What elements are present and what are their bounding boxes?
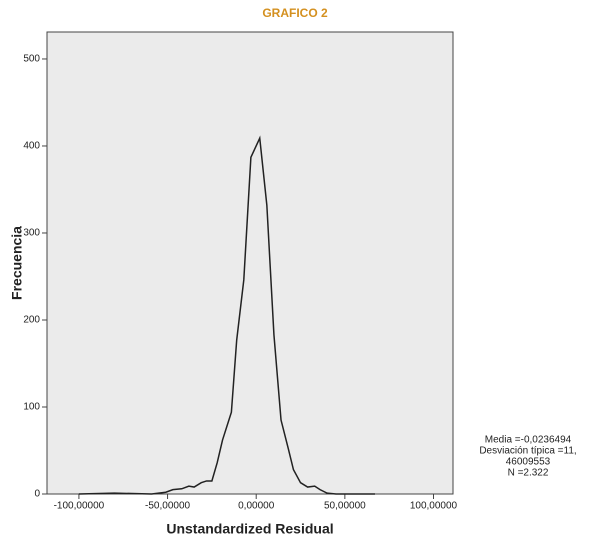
annotation: N =2.322 [508, 468, 549, 479]
y-tick-label: 500 [23, 54, 40, 65]
y-tick-label: 200 [23, 315, 40, 326]
y-tick-label: 400 [23, 141, 40, 152]
data-line [78, 135, 375, 495]
x-tick-label: -50,00000 [145, 501, 190, 512]
y-tick-label: 300 [23, 228, 40, 239]
annotation: Media =-0,0236494 [485, 435, 572, 446]
plot-area [46, 31, 454, 495]
annotation: Desviación típica =11, [479, 446, 576, 457]
y-tick-label: 100 [23, 402, 40, 413]
x-tick-label: 50,00000 [324, 501, 366, 512]
x-axis-label: Unstandardized Residual [166, 521, 333, 537]
x-tick-label: 100,00000 [410, 501, 458, 512]
x-tick-label: -100,00000 [54, 501, 105, 512]
y-tick-label: 0 [34, 489, 40, 500]
chart-title: GRAFICO 2 [262, 6, 328, 20]
annotation: 46009553 [506, 457, 551, 468]
y-axis-label: Frecuencia [9, 226, 25, 300]
x-tick-label: 0,00000 [238, 501, 275, 512]
